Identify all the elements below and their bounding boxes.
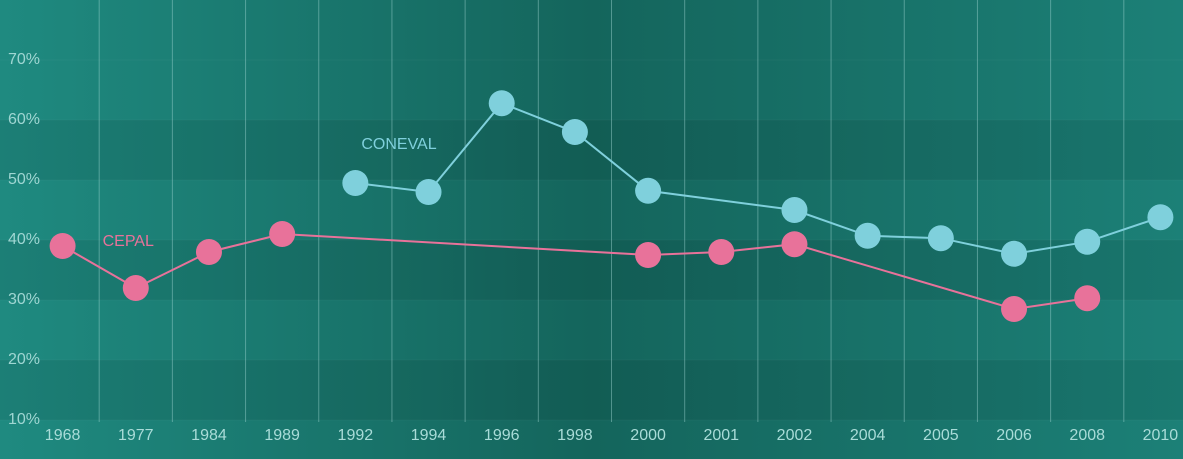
data-point [269, 221, 296, 247]
data-point [49, 233, 76, 259]
y-tick-label: 50% [8, 171, 40, 188]
data-point [488, 90, 515, 117]
data-point [1001, 240, 1028, 267]
data-point [635, 242, 662, 268]
band [0, 360, 1183, 420]
data-point [1074, 285, 1101, 312]
y-tick-label: 20% [8, 351, 40, 368]
x-tick-label: 2002 [777, 427, 813, 444]
x-tick-label: 2005 [923, 427, 959, 444]
data-point [1147, 204, 1174, 231]
data-point [122, 275, 149, 301]
data-point [195, 239, 222, 265]
x-tick-label: 1977 [118, 427, 154, 444]
data-point [561, 119, 588, 145]
x-tick-label: 2006 [996, 427, 1032, 444]
x-tick-label: 2004 [850, 427, 886, 444]
y-tick-label: 70% [8, 51, 40, 68]
data-point [415, 179, 442, 205]
y-tick-label: 60% [8, 111, 40, 128]
data-point [1001, 296, 1028, 322]
y-tick-label: 10% [8, 411, 40, 428]
x-tick-label: 1992 [338, 427, 374, 444]
x-tick-label: 1996 [484, 427, 520, 444]
x-tick-label: 1998 [557, 427, 593, 444]
x-tick-label: 2008 [1069, 427, 1105, 444]
x-tick-label: 1984 [191, 427, 227, 444]
data-point [708, 239, 735, 265]
data-point [1074, 228, 1101, 255]
data-point [635, 177, 662, 204]
x-tick-label: 2000 [630, 427, 666, 444]
data-point [927, 225, 954, 252]
y-tick-label: 40% [8, 231, 40, 248]
band [0, 120, 1183, 180]
x-tick-label: 1968 [45, 427, 81, 444]
series-label: CONEVAL [361, 136, 436, 153]
data-point [781, 197, 808, 223]
y-tick-label: 30% [8, 291, 40, 308]
x-tick-label: 1994 [411, 427, 447, 444]
series-label: CEPAL [103, 233, 154, 250]
data-point [342, 170, 369, 196]
x-tick-label: 1989 [264, 427, 300, 444]
x-tick-label: 2001 [703, 427, 739, 444]
data-point [781, 231, 808, 258]
x-tick-label: 2010 [1143, 427, 1179, 444]
data-point [854, 222, 881, 249]
